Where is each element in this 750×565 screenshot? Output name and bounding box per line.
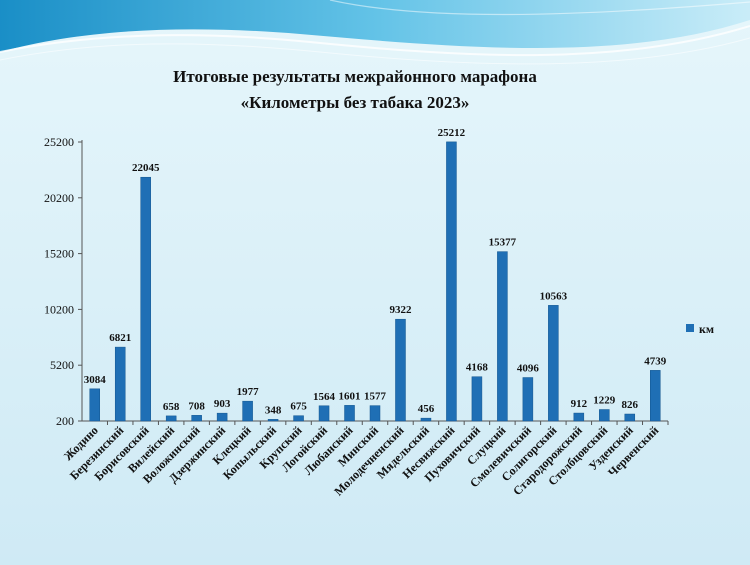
bar (599, 409, 610, 422)
legend-label: км (699, 322, 714, 336)
bar (89, 388, 100, 422)
bar (395, 318, 406, 422)
bar (165, 415, 177, 422)
bar (650, 370, 661, 422)
bar (140, 176, 151, 422)
bar (471, 376, 483, 422)
data-label: 456 (418, 403, 435, 415)
data-label: 1564 (313, 391, 336, 403)
data-label: 9322 (389, 304, 412, 316)
legend: км (686, 322, 714, 336)
y-tick-label: 10200 (44, 302, 74, 316)
bar (446, 141, 457, 422)
bar (242, 400, 253, 422)
data-label: 1601 (339, 390, 361, 402)
bar (318, 405, 330, 422)
bar (573, 412, 585, 422)
axes: 200 5200 10200 15200 20200 25200 (44, 135, 669, 428)
legend-swatch (686, 324, 694, 332)
chart-title-line2: «Километры без табака 2023» (241, 93, 470, 112)
bar (369, 405, 381, 422)
data-label: 6821 (109, 332, 131, 344)
y-tick-label: 15200 (44, 247, 74, 261)
bar (522, 377, 534, 422)
data-label: 912 (571, 398, 588, 410)
bar (267, 419, 279, 422)
bar (114, 346, 126, 422)
data-label: 708 (188, 400, 205, 412)
data-label: 826 (622, 399, 639, 411)
y-tick-label: 5200 (50, 358, 74, 372)
bar (191, 415, 202, 422)
chart-title-line1: Итоговые результаты межрайонного марафон… (173, 67, 537, 86)
bar (216, 412, 228, 422)
data-label: 4168 (466, 362, 489, 374)
y-tick-label: 25200 (44, 135, 74, 149)
data-label: 1977 (237, 386, 260, 398)
data-label: 1229 (593, 395, 616, 407)
data-label: 658 (163, 401, 180, 413)
data-label: 10563 (540, 290, 568, 302)
bar (548, 305, 559, 422)
data-label: 15377 (489, 237, 517, 249)
data-label: 903 (214, 398, 231, 410)
data-label: 675 (290, 401, 307, 413)
bar (497, 251, 508, 422)
bar (420, 417, 432, 422)
bars: 3084Жодино6821Березинский22045Борисовски… (61, 127, 667, 499)
data-label: 3084 (84, 374, 107, 386)
bar (344, 405, 355, 422)
data-label: 4739 (644, 355, 667, 367)
data-label: 348 (265, 404, 282, 416)
data-label: 25212 (438, 127, 466, 139)
data-label: 1577 (364, 391, 387, 403)
bar (624, 413, 636, 422)
data-label: 22045 (132, 162, 160, 174)
y-tick-label: 20200 (44, 191, 74, 205)
bar (293, 415, 304, 422)
data-label: 4096 (517, 363, 540, 375)
y-tick-label: 200 (56, 414, 74, 428)
